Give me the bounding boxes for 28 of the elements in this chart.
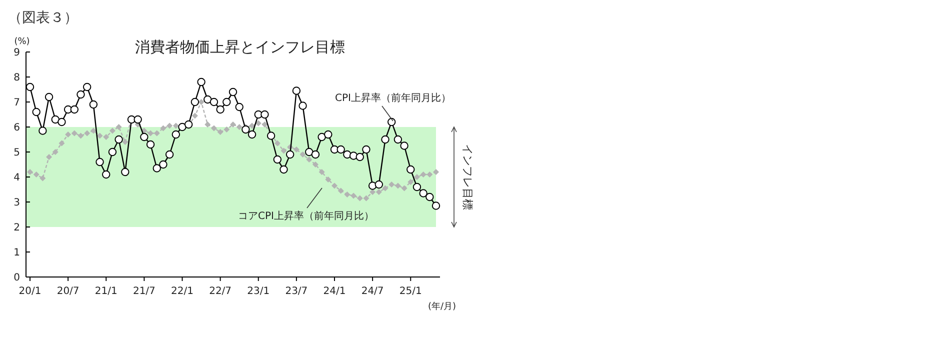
y-tick-label: 8 [14, 72, 20, 84]
x-tick-label: 23/7 [285, 286, 308, 297]
y-tick-label: 3 [14, 198, 20, 208]
y-tick-label: 5 [14, 148, 20, 158]
x-tick-label: 21/1 [94, 286, 118, 297]
x-tick-label: 20/7 [56, 286, 80, 297]
y-tick-label: 9 [14, 48, 20, 58]
band-label: インフレ目標 [461, 144, 474, 210]
x-tick-label: 22/7 [209, 286, 232, 297]
x-tick-label: 22/1 [171, 286, 194, 297]
x-tick-label: 24/7 [361, 286, 384, 297]
annotation: CPI上昇率（前年同月比） [335, 92, 451, 104]
y-tick-label: 1 [14, 248, 20, 258]
text: （図表３） [8, 10, 78, 26]
y-tick-label: 2 [14, 222, 20, 234]
x-tick-label: 25/1 [399, 286, 422, 297]
y-tick-label: 0 [14, 272, 20, 284]
y-axis-title: (%) [14, 37, 30, 47]
y-tick-label: 7 [14, 98, 20, 108]
x-tick-label: 23/1 [247, 286, 270, 297]
x-tick-label: 20/1 [18, 286, 42, 297]
x-tick-label: 24/1 [323, 286, 346, 297]
y-tick-label: 6 [14, 122, 20, 134]
annotation: コアCPI上昇率（前年同月比） [238, 210, 374, 222]
chart-title: 消費者物価上昇とインフレ目標 [135, 38, 345, 56]
x-tick-label: 21/7 [132, 286, 156, 297]
x-axis-title: (年/月) [428, 301, 456, 312]
y-tick-label: 4 [14, 172, 20, 184]
